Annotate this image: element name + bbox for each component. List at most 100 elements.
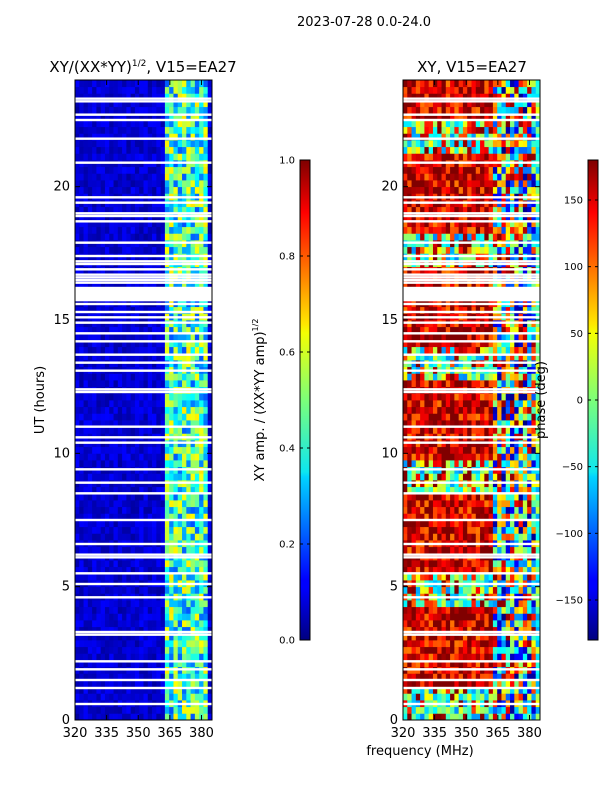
heatmap-cell	[186, 400, 191, 408]
heatmap-cell	[130, 586, 136, 594]
heatmap-cell	[79, 600, 84, 608]
amplitude-y-axis-label: UT (hours)	[33, 366, 48, 434]
heatmap-cell	[424, 173, 430, 181]
heatmap-cell	[143, 113, 149, 121]
heatmap-cell	[152, 306, 157, 314]
heatmap-cell	[199, 413, 204, 421]
heatmap-cell	[194, 660, 200, 668]
heatmap-cell	[190, 186, 196, 194]
heatmap-cell	[104, 380, 110, 388]
heatmap-cell	[424, 713, 430, 721]
heatmap-cell	[462, 233, 468, 241]
heatmap-cell	[441, 673, 447, 681]
flagged-row	[75, 668, 212, 671]
heatmap-cell	[87, 420, 93, 428]
heatmap-cell	[143, 100, 149, 108]
heatmap-cell	[104, 640, 110, 648]
heatmap-cell	[407, 473, 412, 481]
heatmap-cell	[194, 220, 200, 228]
heatmap-cell	[117, 140, 123, 148]
heatmap-cell	[92, 620, 97, 628]
heatmap-cell	[190, 220, 196, 228]
heatmap-cell	[139, 233, 144, 241]
heatmap-cell	[190, 153, 196, 161]
heatmap-cell	[445, 400, 451, 408]
heatmap-cell	[160, 706, 166, 714]
heatmap-cell	[156, 413, 162, 421]
heatmap-cell	[186, 626, 191, 634]
heatmap-cell	[122, 120, 127, 128]
heatmap-cell	[177, 373, 183, 381]
heatmap-cell	[411, 460, 417, 468]
heatmap-cell	[139, 206, 144, 214]
heatmap-cell	[403, 220, 408, 228]
heatmap-cell	[445, 526, 451, 534]
heatmap-cell	[83, 106, 89, 114]
heatmap-cell	[458, 420, 464, 428]
flagged-row	[75, 369, 212, 372]
heatmap-cell	[480, 373, 485, 381]
heatmap-cell	[424, 93, 430, 101]
heatmap-cell	[139, 713, 144, 721]
heatmap-cell	[87, 526, 93, 534]
heatmap-cell	[190, 486, 196, 494]
heatmap-cell	[122, 346, 127, 354]
heatmap-cell	[450, 613, 455, 621]
heatmap-cell	[441, 420, 447, 428]
heatmap-cell	[462, 113, 468, 121]
heatmap-cell	[475, 620, 481, 628]
heatmap-cell	[75, 566, 80, 574]
heatmap-cell	[122, 246, 127, 254]
heatmap-cell	[113, 493, 119, 501]
heatmap-cell	[104, 373, 110, 381]
heatmap-cell	[160, 420, 166, 428]
heatmap-cell	[122, 606, 127, 614]
heatmap-cell	[130, 86, 136, 94]
heatmap-cell	[420, 400, 425, 408]
heatmap-cell	[207, 146, 213, 154]
heatmap-cell	[471, 126, 477, 134]
heatmap-cell	[156, 353, 162, 361]
heatmap-cell	[147, 626, 153, 634]
heatmap-cell	[156, 546, 162, 554]
heatmap-cell	[79, 206, 84, 214]
heatmap-cell	[79, 706, 84, 714]
heatmap-cell	[462, 473, 468, 481]
heatmap-cell	[96, 460, 102, 468]
heatmap-cell	[164, 340, 170, 348]
heatmap-cell	[177, 326, 183, 334]
heatmap-cell	[480, 380, 485, 388]
heatmap-cell	[75, 100, 80, 108]
heatmap-cell	[152, 333, 157, 341]
heatmap-cell	[79, 640, 84, 648]
heatmap-cell	[454, 613, 460, 621]
heatmap-cell	[467, 140, 472, 148]
heatmap-cell	[454, 180, 460, 188]
heatmap-cell	[139, 413, 144, 421]
heatmap-cell	[152, 673, 157, 681]
heatmap-cell	[194, 586, 200, 594]
heatmap-cell	[173, 460, 179, 468]
heatmap-cell	[160, 326, 166, 334]
heatmap-cell	[437, 100, 442, 108]
heatmap-cell	[467, 126, 472, 134]
heatmap-cell	[152, 326, 157, 334]
heatmap-cell	[122, 106, 127, 114]
heatmap-cell	[177, 166, 183, 174]
heatmap-cell	[83, 600, 89, 608]
heatmap-cell	[437, 413, 442, 421]
heatmap-cell	[177, 133, 183, 141]
heatmap-cell	[75, 653, 80, 661]
heatmap-cell	[445, 613, 451, 621]
heatmap-cell	[160, 573, 166, 581]
heatmap-cell	[194, 166, 200, 174]
heatmap-cell	[462, 186, 468, 194]
heatmap-cell	[445, 453, 451, 461]
heatmap-cell	[83, 93, 89, 101]
heatmap-cell	[458, 520, 464, 528]
heatmap-cell	[139, 93, 144, 101]
heatmap-cell	[428, 560, 434, 568]
heatmap-cell	[152, 353, 157, 361]
heatmap-cell	[432, 333, 438, 341]
heatmap-cell	[428, 140, 434, 148]
